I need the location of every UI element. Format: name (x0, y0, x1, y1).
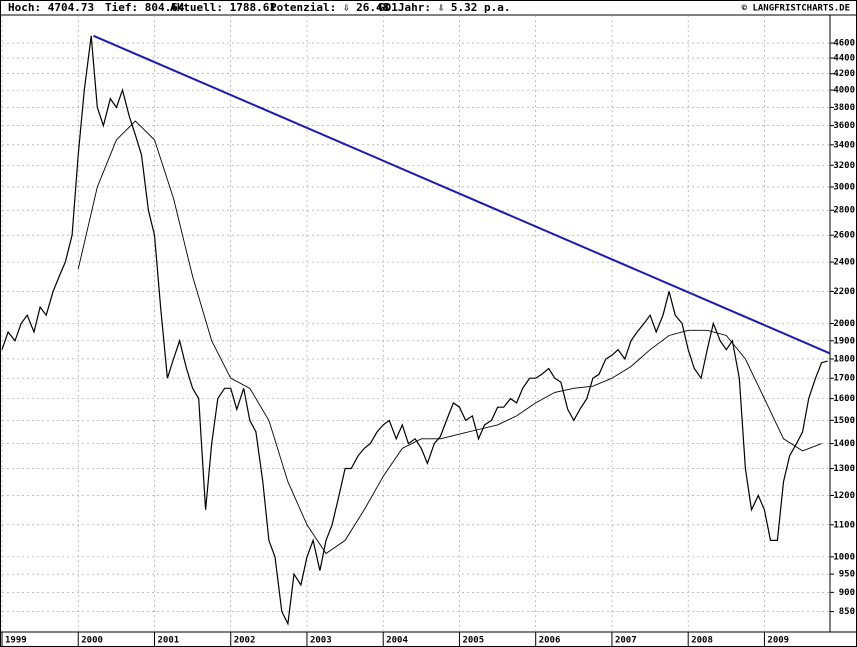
y-tick-label: 1300 (833, 464, 855, 474)
y-tick-label: 3600 (833, 121, 855, 131)
y-tick-label: 3800 (833, 103, 855, 113)
stat: Aktuell: 1788.61 (170, 1, 276, 14)
y-tick-label: 1900 (833, 336, 855, 346)
x-tick-label: 2007 (615, 636, 637, 646)
y-tick-label: 950 (839, 570, 855, 580)
price-line (1, 35, 828, 626)
y-tick-label: 4400 (833, 54, 855, 64)
y-tick-label: 1200 (833, 491, 855, 501)
y-tick-label: 1500 (833, 416, 855, 426)
y-tick-label: 1400 (833, 439, 855, 449)
y-tick-label: 3000 (833, 182, 855, 192)
y-tick-label: 1600 (833, 394, 855, 404)
y-tick-label: 3400 (833, 140, 855, 150)
x-tick-label: 2002 (234, 636, 256, 646)
x-tick-label: 2005 (462, 636, 484, 646)
x-tick-label: 2003 (310, 636, 332, 646)
y-tick-label: 1100 (833, 520, 855, 530)
y-tick-label: 4200 (833, 69, 855, 79)
y-tick-label: 2400 (833, 258, 855, 268)
source: © LANGFRISTCHARTS.DE (742, 4, 850, 14)
x-tick-label: 1999 (5, 636, 27, 646)
moving-average (77, 120, 822, 555)
stat: Tief: 804.64 (105, 1, 185, 14)
x-tick-label: 2001 (157, 636, 179, 646)
y-tick-label: 2600 (833, 231, 855, 241)
y-tick-label: 1700 (833, 374, 855, 384)
x-tick-label: 2006 (539, 636, 561, 646)
x-tick-label: 2009 (767, 636, 789, 646)
y-tick-label: 2800 (833, 206, 855, 216)
x-tick-label: 2008 (691, 636, 713, 646)
x-tick-label: 2004 (386, 636, 408, 646)
y-tick-label: 1800 (833, 354, 855, 364)
stat: GD1Jahr: ⇩ 5.32 p.a. (378, 1, 510, 14)
y-tick-label: 900 (839, 588, 855, 598)
y-tick-label: 4600 (833, 39, 855, 49)
y-tick-label: 3200 (833, 161, 855, 171)
trend-line (93, 34, 831, 355)
y-tick-label: 2000 (833, 319, 855, 329)
y-tick-label: 1000 (833, 552, 855, 562)
stat: Hoch: 4704.73 (8, 1, 94, 14)
y-tick-label: 2200 (833, 287, 855, 297)
y-tick-label: 4000 (833, 86, 855, 96)
y-tick-label: 850 (839, 607, 855, 617)
stat: Potenzial: ⇩ 26.48 (270, 1, 389, 14)
x-tick-label: 2000 (81, 636, 103, 646)
